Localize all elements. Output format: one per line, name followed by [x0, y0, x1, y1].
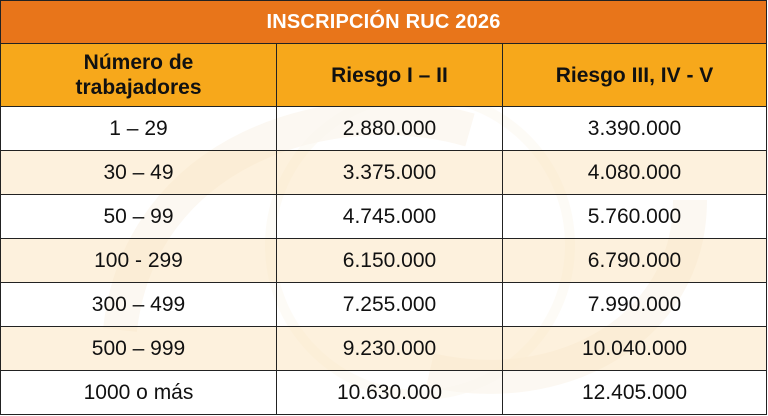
header-row: Número de trabajadores Riesgo I – II Rie… — [0, 43, 768, 107]
cell-workers: 50 – 99 — [0, 194, 277, 239]
table-row: 30 – 49 3.375.000 4.080.000 — [0, 150, 768, 195]
title-row: INSCRIPCIÓN RUC 2026 — [0, 0, 768, 44]
cell-risk-3-5: 4.080.000 — [501, 150, 768, 195]
cell-risk-3-5: 5.760.000 — [501, 194, 768, 239]
cell-risk-1-2: 7.255.000 — [276, 282, 503, 327]
cell-risk-3-5: 7.990.000 — [501, 282, 768, 327]
cell-workers: 100 - 299 — [0, 238, 277, 283]
header-risk-3-5: Riesgo III, IV - V — [501, 43, 768, 107]
cell-risk-3-5: 3.390.000 — [501, 106, 768, 151]
cell-risk-1-2: 10.630.000 — [276, 370, 503, 415]
header-risk-1-2: Riesgo I – II — [276, 43, 503, 107]
header-workers-line2: trabajadores — [75, 76, 202, 99]
table-row: 300 – 499 7.255.000 7.990.000 — [0, 282, 768, 327]
cell-risk-3-5: 12.405.000 — [501, 370, 768, 415]
cell-risk-1-2: 9.230.000 — [276, 326, 503, 371]
cell-workers: 300 – 499 — [0, 282, 277, 327]
header-workers-line1: Número de — [83, 51, 194, 74]
table-row: 100 - 299 6.150.000 6.790.000 — [0, 238, 768, 283]
table-row: 50 – 99 4.745.000 5.760.000 — [0, 194, 768, 239]
table-row: 500 – 999 9.230.000 10.040.000 — [0, 326, 768, 371]
cell-risk-1-2: 3.375.000 — [276, 150, 503, 195]
table-row: 1 – 29 2.880.000 3.390.000 — [0, 106, 768, 151]
cell-workers: 1000 o más — [0, 370, 277, 415]
cell-risk-3-5: 6.790.000 — [501, 238, 768, 283]
cell-risk-1-2: 4.745.000 — [276, 194, 503, 239]
cell-workers: 30 – 49 — [0, 150, 277, 195]
table-row: 1000 o más 10.630.000 12.405.000 — [0, 370, 768, 415]
cell-workers: 1 – 29 — [0, 106, 277, 151]
cell-risk-1-2: 6.150.000 — [276, 238, 503, 283]
cell-workers: 500 – 999 — [0, 326, 277, 371]
header-workers: Número de trabajadores — [0, 43, 277, 107]
cell-risk-3-5: 10.040.000 — [501, 326, 768, 371]
cell-risk-1-2: 2.880.000 — [276, 106, 503, 151]
table-title: INSCRIPCIÓN RUC 2026 — [0, 0, 768, 44]
